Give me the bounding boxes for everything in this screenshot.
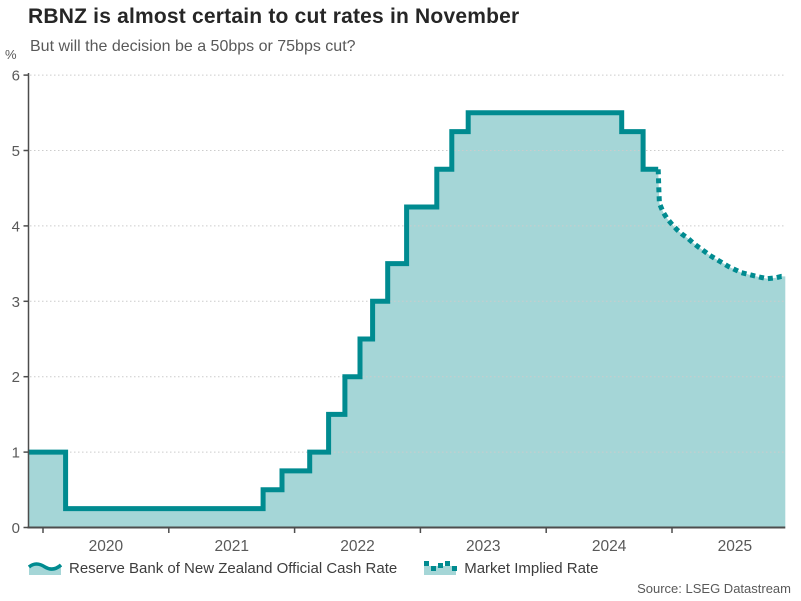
implied-dotted-swatch-icon (424, 561, 458, 575)
y-tick-label: 2 (12, 369, 20, 386)
chart-subtitle: But will the decision be a 50bps or 75bp… (30, 38, 356, 55)
x-tick-label: 2023 (466, 538, 500, 555)
y-tick-label: 5 (12, 143, 20, 160)
y-tick-label: 1 (12, 445, 20, 462)
x-tick-label: 2022 (340, 538, 374, 555)
x-tick-label: 2020 (89, 538, 124, 555)
official-cash-rate-line (27, 110, 659, 512)
legend: Reserve Bank of New Zealand Official Cas… (28, 559, 598, 577)
y-tick-label: 0 (12, 520, 20, 537)
area-fill (27, 112, 786, 528)
ocr-area-swatch-icon (28, 562, 62, 575)
y-tick-label: 3 (12, 294, 20, 311)
legend-label-official-cash-rate: Reserve Bank of New Zealand Official Cas… (69, 559, 398, 577)
legend-label-market-implied-rate: Market Implied Rate (464, 559, 599, 577)
legend-item-official-cash-rate: Reserve Bank of New Zealand Official Cas… (28, 559, 397, 577)
x-tick-label: 2024 (592, 538, 627, 555)
y-axis-unit-label: % (5, 47, 17, 62)
x-tick-label: 2021 (214, 538, 248, 555)
y-tick-label: 6 (12, 68, 20, 85)
market-implied-rate-line (655, 169, 786, 282)
source-attribution: Source: LSEG Datastream (637, 581, 791, 596)
chart-title: RBNZ is almost certain to cut rates in N… (28, 5, 520, 28)
x-tick-label: 2025 (718, 538, 752, 555)
y-tick-label: 4 (12, 218, 20, 235)
legend-item-market-implied-rate: Market Implied Rate (423, 559, 598, 577)
